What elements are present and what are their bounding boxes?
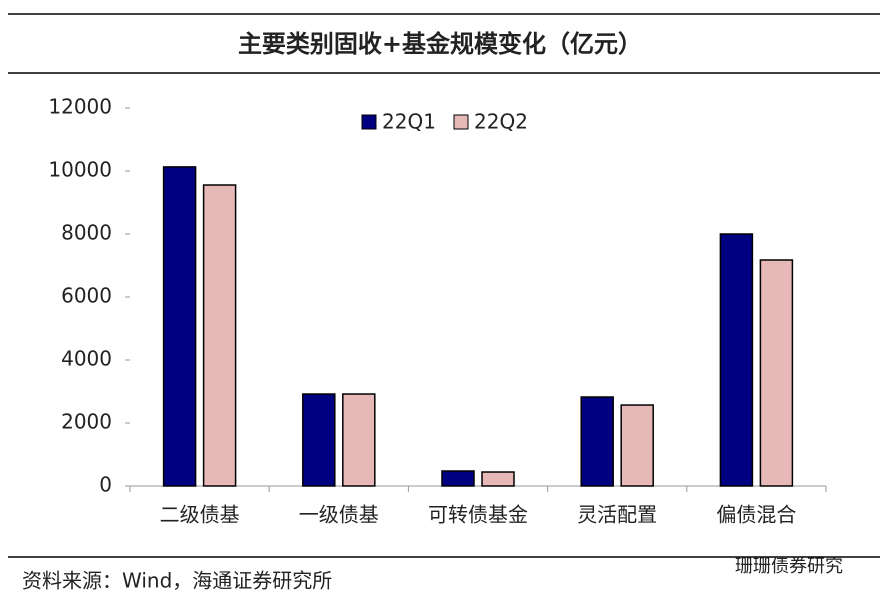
bar [620,404,654,487]
x-tick-label: 一级债基 [299,503,379,527]
bar [441,470,475,487]
bar [162,166,197,487]
bar [481,471,515,487]
bar [202,184,237,487]
bar [580,396,614,487]
bar [719,233,754,487]
legend-label: 22Q2 [474,110,528,134]
y-tick-label: 8000 [61,221,112,245]
y-tick-label: 2000 [61,410,112,434]
legend-label: 22Q1 [382,110,436,134]
x-tick-label: 灵活配置 [577,503,657,527]
legend-swatch [361,114,377,130]
bar [759,259,794,487]
y-tick-label: 10000 [48,158,112,182]
x-tick-label: 二级债基 [160,503,240,527]
watermark: 珊珊债券研究 [735,556,843,577]
y-tick-label: 12000 [48,95,112,119]
x-tick-label: 偏债混合 [716,503,796,527]
bar [342,393,376,487]
x-tick-label: 可转债基金 [428,503,528,527]
legend-swatch [453,114,469,130]
y-tick-label: 4000 [61,347,112,371]
chart-title: 主要类别固收+基金规模变化（亿元） [238,30,642,58]
source-note: 资料来源：Wind，海通证券研究所 [22,569,332,593]
y-tick-label: 0 [99,473,112,497]
bar [302,393,336,487]
y-tick-label: 6000 [61,284,112,308]
